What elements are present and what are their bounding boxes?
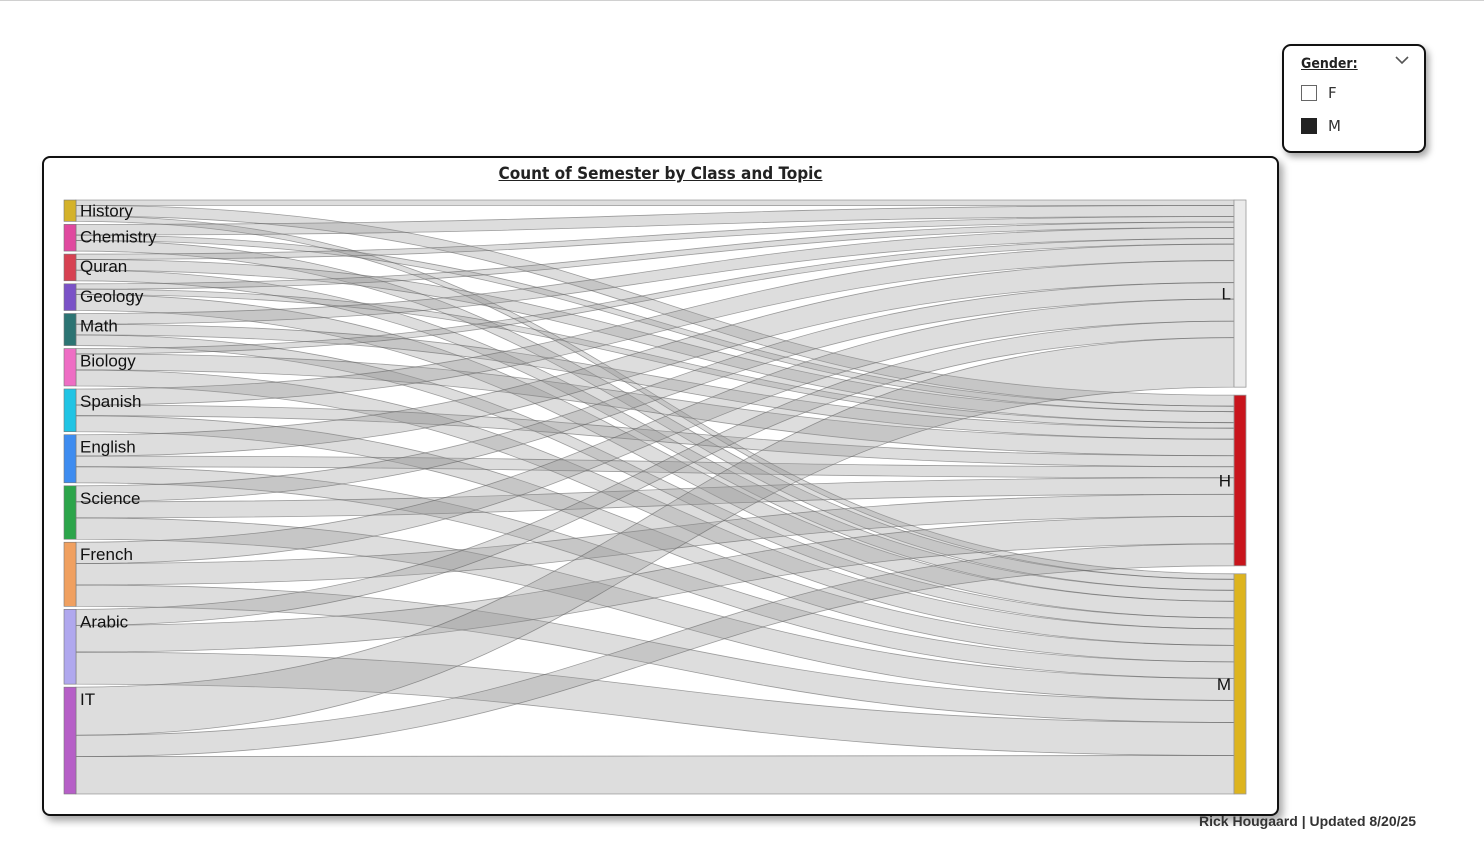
label-english: English [80, 438, 136, 457]
label-science: Science [80, 489, 140, 508]
label-arabic: Arabic [80, 612, 129, 631]
label-h: H [1219, 471, 1231, 490]
gender-slicer[interactable]: Gender: F M [1282, 44, 1426, 153]
label-spanish: Spanish [80, 392, 141, 411]
node-spanish[interactable] [63, 388, 77, 433]
footer-credit: Rick Hougaard | Updated 8/20/25 [1199, 813, 1417, 829]
label-l: L [1222, 285, 1231, 304]
chevron-down-icon[interactable] [1394, 54, 1410, 66]
label-french: French [80, 545, 133, 564]
sankey-visual: Count of Semester by Class and Topic His… [42, 156, 1279, 816]
label-m: M [1217, 675, 1231, 694]
link-it-m[interactable] [75, 755, 1235, 795]
node-it[interactable] [63, 686, 77, 795]
link-history-l[interactable] [75, 199, 1235, 206]
node-quran[interactable] [63, 253, 77, 282]
top-divider [0, 0, 1484, 1]
node-l[interactable] [1233, 199, 1247, 388]
label-biology: Biology [80, 352, 136, 371]
node-m[interactable] [1233, 573, 1247, 795]
slicer-option-label: F [1328, 84, 1337, 102]
slicer-option-f[interactable]: F [1301, 84, 1337, 102]
node-chemistry[interactable] [63, 224, 77, 252]
label-history: History [80, 202, 133, 221]
node-french[interactable] [63, 541, 77, 607]
chart-title: Count of Semester by Class and Topic [498, 164, 823, 184]
node-arabic[interactable] [63, 609, 77, 685]
label-chemistry: Chemistry [80, 227, 157, 246]
node-biology[interactable] [63, 348, 77, 387]
node-math[interactable] [63, 313, 77, 346]
node-geology[interactable] [63, 283, 77, 311]
label-it: IT [80, 690, 95, 709]
label-geology: Geology [80, 287, 144, 306]
node-history[interactable] [63, 199, 77, 222]
slicer-option-m[interactable]: M [1301, 117, 1341, 135]
label-math: Math [80, 317, 118, 336]
sankey-chart: History Chemistry Quran Geology Math Biology S… [63, 199, 1247, 795]
checkbox-f[interactable] [1301, 85, 1317, 101]
checkbox-m[interactable] [1301, 118, 1317, 134]
slicer-title: Gender: [1301, 56, 1358, 72]
node-english[interactable] [63, 434, 77, 484]
slicer-option-label: M [1328, 117, 1341, 135]
node-h[interactable] [1233, 394, 1247, 567]
label-quran: Quran [80, 257, 127, 276]
node-science[interactable] [63, 485, 77, 540]
